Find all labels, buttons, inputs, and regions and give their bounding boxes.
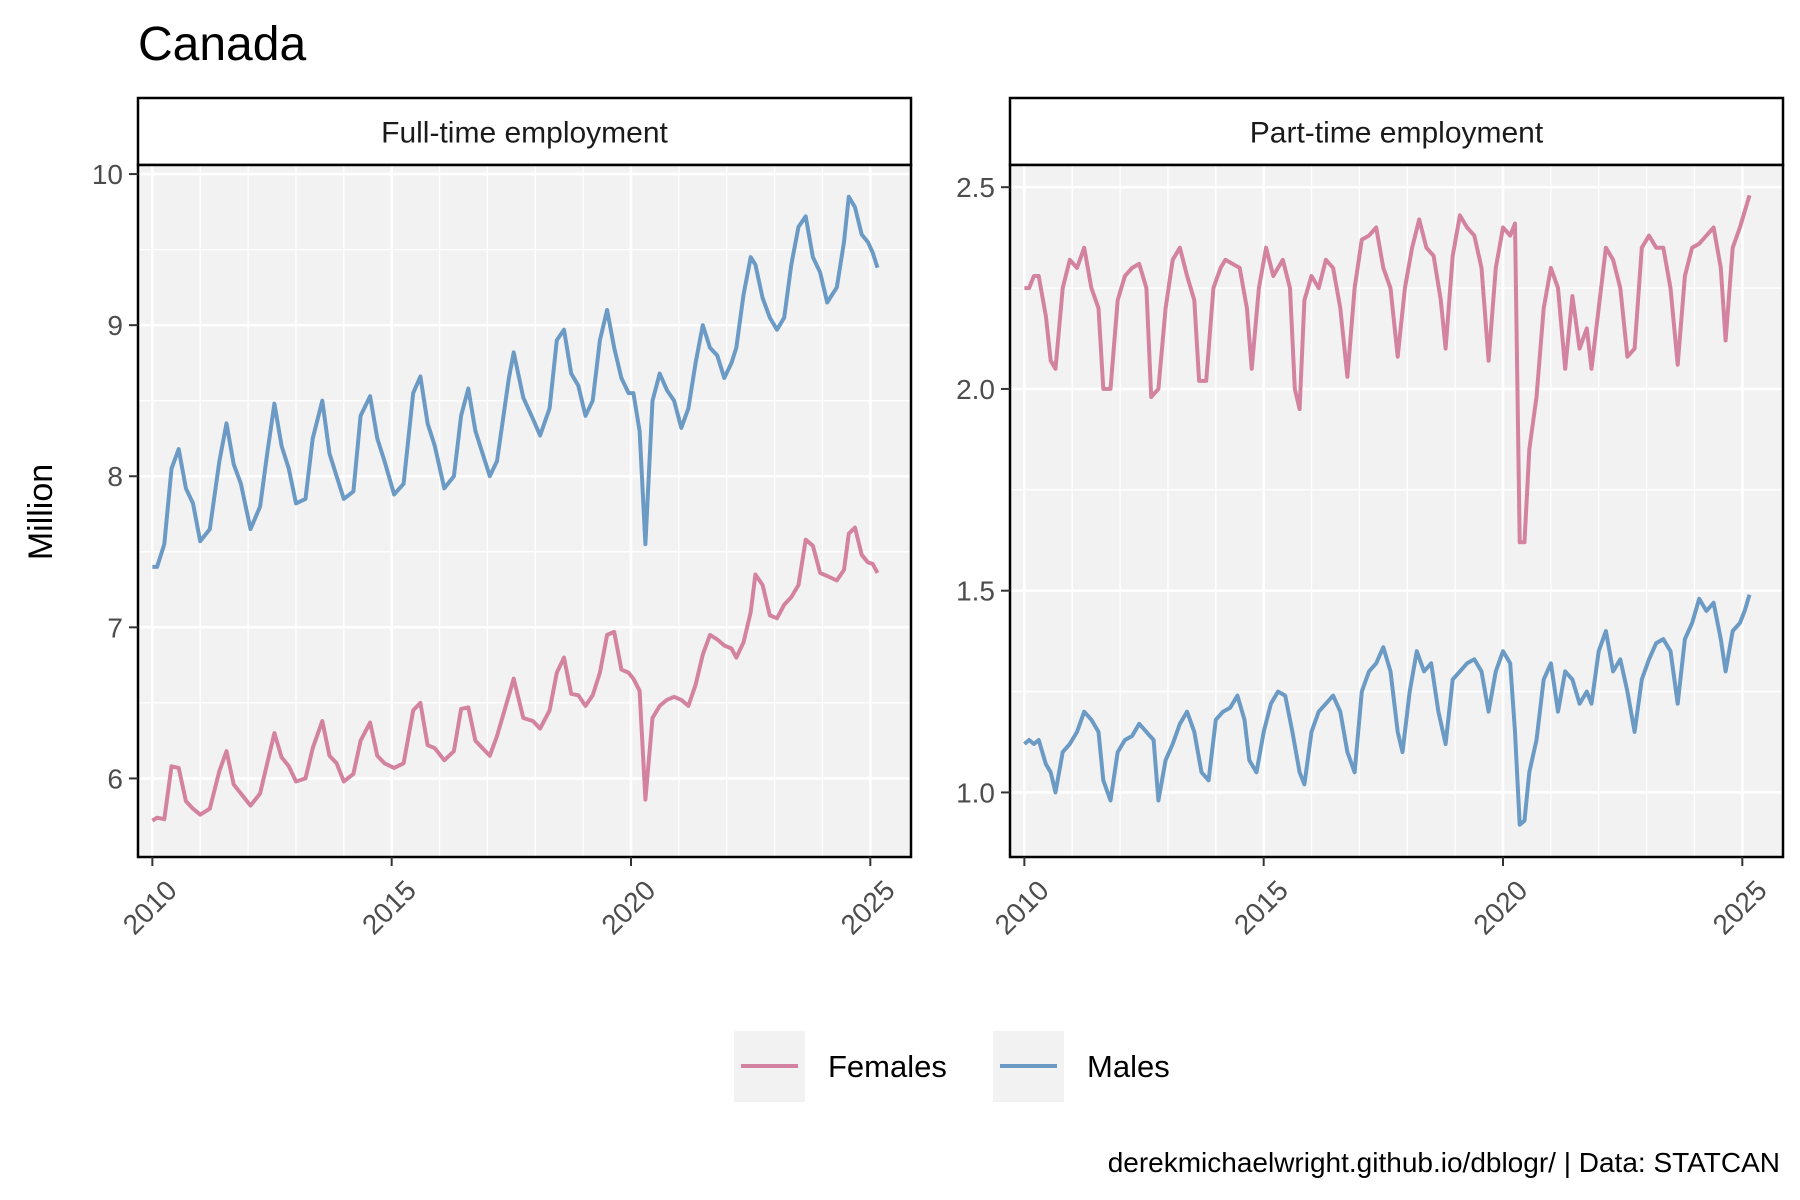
series-line-females — [151, 525, 880, 823]
legend-label-males: Males — [1087, 1049, 1170, 1084]
caption: derekmichaelwright.github.io/dblogr/ | D… — [1108, 1147, 1780, 1178]
x-tick-label: 2020 — [1467, 874, 1533, 940]
panel-background — [138, 165, 911, 857]
y-tick-label: 2.0 — [956, 374, 995, 405]
legend-label-females: Females — [828, 1049, 947, 1084]
y-tick-label: 7 — [107, 612, 123, 643]
y-tick-label: 2.5 — [956, 172, 995, 203]
legend: Females Males — [734, 1031, 1170, 1102]
panel-frame — [1008, 163, 1785, 859]
chart-title: Canada — [138, 18, 306, 71]
series-line-males — [1023, 594, 1752, 827]
panel-2: Part-time employment 1.0 1.5 2.0 2.5 2010 2015… — [956, 96, 1785, 940]
y-tick-label: 9 — [107, 310, 123, 341]
x-tick-label: 2025 — [835, 874, 901, 940]
series-line-males — [152, 194, 880, 569]
facet-strip-label: Part-time employment — [1250, 117, 1544, 150]
y-axis-title: Million — [22, 464, 60, 560]
y-tick-label: 6 — [107, 763, 123, 794]
x-tick-label: 2010 — [117, 874, 183, 940]
x-tick-label: 2015 — [1228, 874, 1294, 940]
x-tick-label: 2015 — [356, 874, 422, 940]
facet-strip — [136, 96, 913, 167]
y-tick-label: 1.5 — [956, 576, 995, 607]
y-tick-label: 8 — [107, 461, 123, 492]
x-tick-label: 2010 — [989, 874, 1055, 940]
panel-1: Full-time employment 6 7 8 9 10 2010 2015 2020 20… — [92, 96, 913, 940]
facet-strip-label: Full-time employment — [381, 117, 668, 150]
series-line-females — [1024, 194, 1752, 545]
y-tick-label: 10 — [92, 159, 123, 190]
x-tick-label: 2020 — [595, 874, 661, 940]
y-tick-label: 1.0 — [956, 777, 995, 808]
panels: Full-time employment 6 7 8 9 10 2010 2015 2020 20… — [92, 96, 1785, 940]
panel-frame — [136, 163, 913, 859]
x-tick-label: 2025 — [1707, 874, 1773, 940]
panel-background — [1010, 165, 1783, 857]
